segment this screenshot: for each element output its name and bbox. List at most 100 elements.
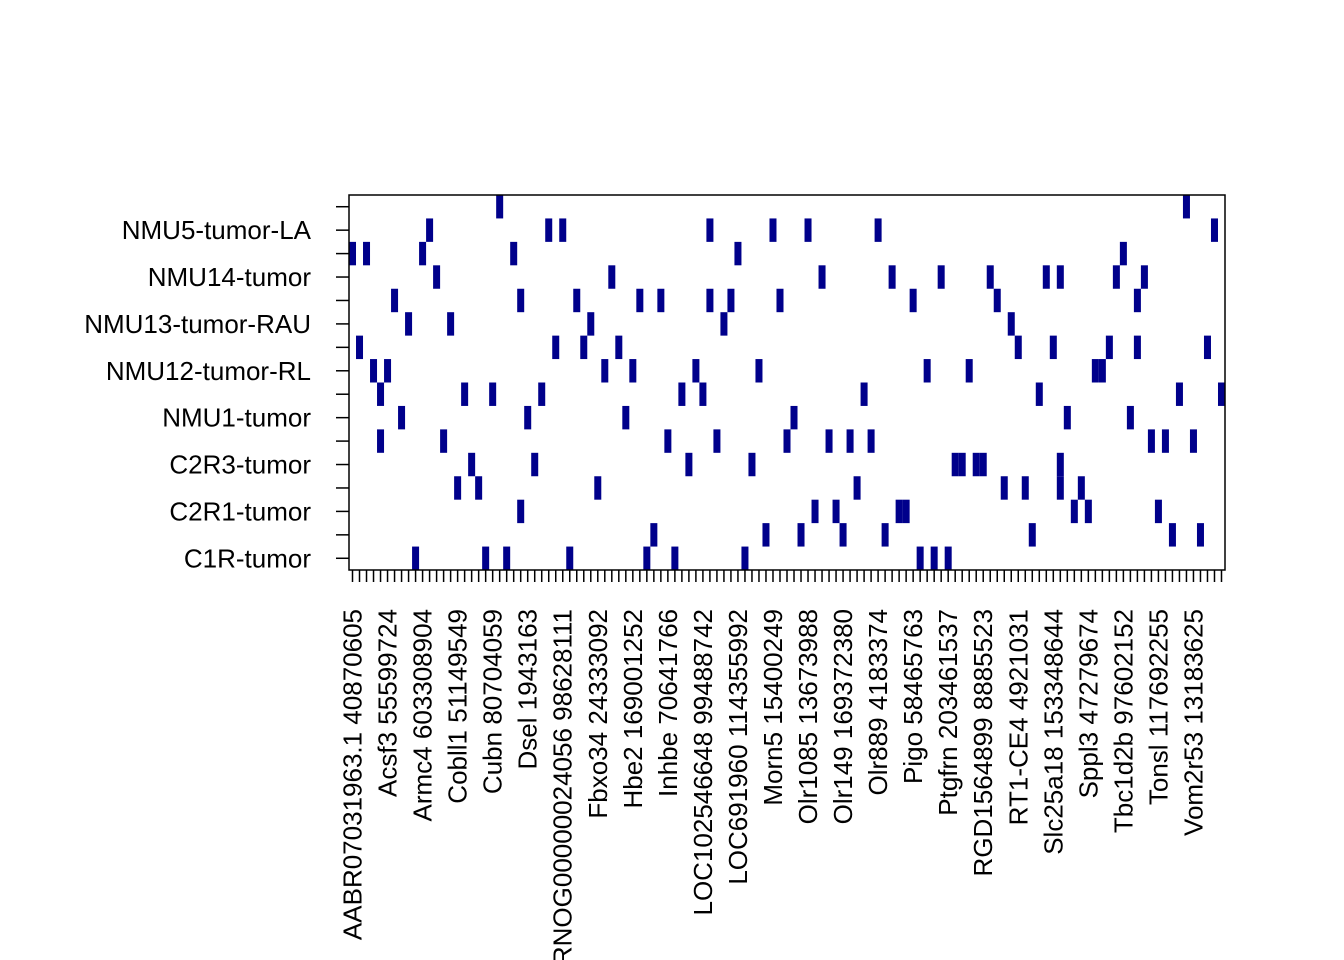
x-tick-label: RT1-CE4 4921031 [1003,609,1033,825]
cell [517,288,525,313]
cell [580,335,588,360]
cell [391,288,399,313]
cell [1000,476,1008,500]
x-tick-label: Fbxo34 24333092 [583,609,613,819]
cell [1154,499,1162,524]
cell [636,288,644,313]
cell [692,359,700,383]
x-tick-label: Tbc1d2b 97602152 [1108,609,1138,833]
cell [783,429,791,453]
cell [678,382,686,406]
cell [1028,523,1036,547]
cell [1070,499,1078,524]
cell [1175,382,1183,406]
cell [426,218,434,242]
cell [489,382,497,406]
x-tick-label: Cubn 80704059 [478,609,508,794]
cell [1014,335,1022,360]
cell [629,359,637,383]
cell [685,452,693,477]
cell [986,265,994,289]
cell [1140,265,1148,289]
cell [965,359,973,383]
cell [1203,335,1211,360]
cell [769,218,777,242]
cell [825,429,833,453]
cell [706,218,714,242]
cell [657,288,665,313]
x-tick-label: Olr1085 13673988 [793,609,823,824]
cell [734,241,742,266]
cell [902,499,910,524]
cell [398,405,406,430]
cell [881,523,889,547]
cell [608,265,616,289]
cell [776,288,784,313]
cell [566,546,574,570]
cell [510,241,518,266]
cell [797,523,805,547]
cell [517,499,525,524]
cell [1021,476,1029,500]
x-tick-label: Sppl3 47279674 [1073,609,1103,798]
cell [622,405,630,430]
plot-frame [348,194,1226,571]
cell [832,499,840,524]
cell [671,546,679,570]
cell [1112,265,1120,289]
cell [356,335,364,360]
cell [363,241,371,266]
cell [1147,429,1155,453]
y-tick-label: NMU5-tumor-LA [122,215,312,245]
cell [1035,382,1043,406]
cell [601,359,609,383]
cell [951,452,959,477]
cell [552,335,560,360]
cell [1126,405,1134,430]
x-tick-label: Ptgfrn 203461537 [933,609,963,816]
cell [930,546,938,570]
cell [755,359,763,383]
x-tick-label: Olr149 169372380 [828,609,858,824]
x-tick-label: Vom2r53 13183625 [1178,609,1208,836]
cell [377,382,385,406]
cell [727,288,735,313]
x-tick-label: LOC102546648 99488742 [688,609,718,916]
cell [650,523,658,547]
cell [1056,265,1064,289]
cell [615,335,623,360]
cell [405,312,413,336]
cell [1133,288,1141,313]
cell [937,265,945,289]
cell [1007,312,1015,336]
x-tick-label: Dsel 1943163 [513,609,543,769]
cell [1042,265,1050,289]
cell [1196,523,1204,547]
cell [468,452,476,477]
cell [713,429,721,453]
cell [1091,359,1099,383]
cell [433,265,441,289]
cell [1168,523,1176,547]
cell [860,382,868,406]
cell [447,312,455,336]
cell [594,476,602,500]
y-tick-label: NMU14-tumor [148,262,312,292]
x-tick-label: Olr889 4183374 [863,609,893,795]
cell [1210,218,1218,242]
y-tick-label: NMU1-tumor [162,403,311,433]
cell [811,499,819,524]
cell [587,312,595,336]
x-tick-label: Pigo 58465763 [898,609,928,784]
cell [531,452,539,477]
x-tick-label: AABR07031963.1 40870605 [338,609,368,940]
x-tick-label: ENSRNOG00000024056 98628111 [548,609,578,960]
x-tick-label: Tonsl 117692255 [1143,609,1173,805]
cell [818,265,826,289]
cell [545,218,553,242]
cell [839,523,847,547]
cell [979,452,987,477]
cell [874,218,882,242]
